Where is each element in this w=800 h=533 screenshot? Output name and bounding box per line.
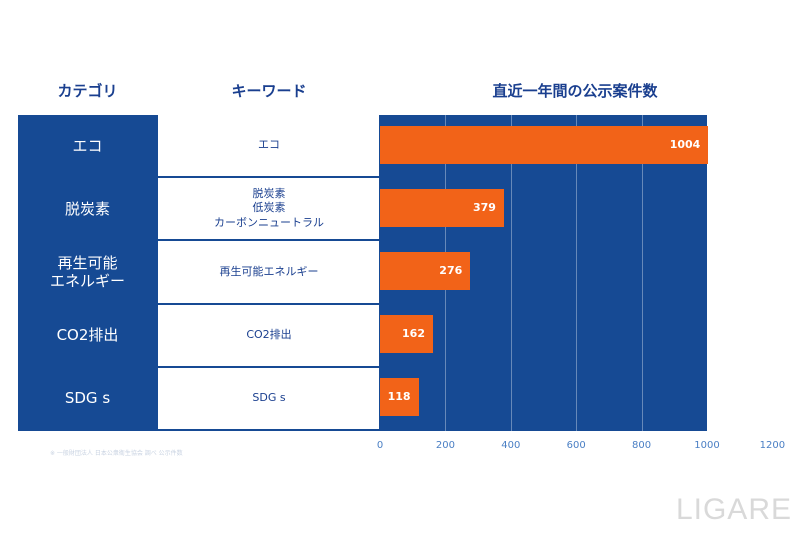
row-divider [18, 176, 380, 179]
row-divider [18, 239, 380, 242]
category-cell: エコ [18, 115, 157, 177]
category-cell: 脱炭素 [18, 178, 157, 240]
x-tick-label: 1000 [694, 440, 720, 451]
x-tick-label: 800 [632, 440, 652, 451]
row-divider [18, 302, 380, 305]
gridline [576, 115, 578, 431]
keyword-cell: エコ [158, 115, 380, 177]
footnote: ※ 一般財団法人 日本公衆衛生協会 調べ 公示件数 [50, 450, 183, 457]
bar-3 [380, 315, 433, 354]
keyword-cell: SDG s [158, 367, 380, 429]
bar-value-label: 162 [402, 327, 425, 341]
gridline [510, 115, 512, 431]
category-cell: 再生可能 エネルギー [18, 241, 157, 303]
category-cell: CO2排出 [18, 304, 157, 366]
x-tick-label: 600 [566, 440, 586, 451]
bar-1 [380, 188, 504, 227]
bar-0 [380, 125, 709, 164]
bar-chart-plot: 1004 379 276 162 118 [380, 115, 709, 431]
gridline [641, 115, 643, 431]
x-tick-label: 200 [435, 440, 455, 451]
category-header: カテゴリ [57, 82, 118, 100]
row-divider [18, 429, 380, 431]
table-border-left [157, 115, 158, 431]
bar-4 [380, 378, 419, 417]
table-border-right [379, 115, 380, 431]
bar-value-label: 276 [439, 264, 463, 277]
bar-value-label: 379 [472, 200, 496, 214]
bar-value-label: 1004 [669, 137, 701, 151]
keyword-cell: CO2排出 [158, 304, 380, 366]
keyword-cell: 再生可能エネルギー [158, 241, 380, 303]
row-divider [18, 365, 380, 368]
bar-value-label: 118 [387, 390, 411, 404]
x-tick-label: 0 [376, 440, 384, 451]
ligare-logo: LIGARE [675, 493, 792, 526]
gridline [707, 115, 708, 431]
keyword-header: キーワード [231, 82, 307, 100]
x-tick-label: 400 [501, 440, 521, 451]
category-cell: SDG s [18, 367, 157, 429]
count-header: 直近一年間の公示案件数 [492, 82, 658, 100]
keyword-cell: 脱炭素 低炭素 カーボンニュートラル [158, 178, 380, 240]
bar-2 [380, 252, 471, 290]
x-tick-label: 1200 [759, 440, 786, 451]
